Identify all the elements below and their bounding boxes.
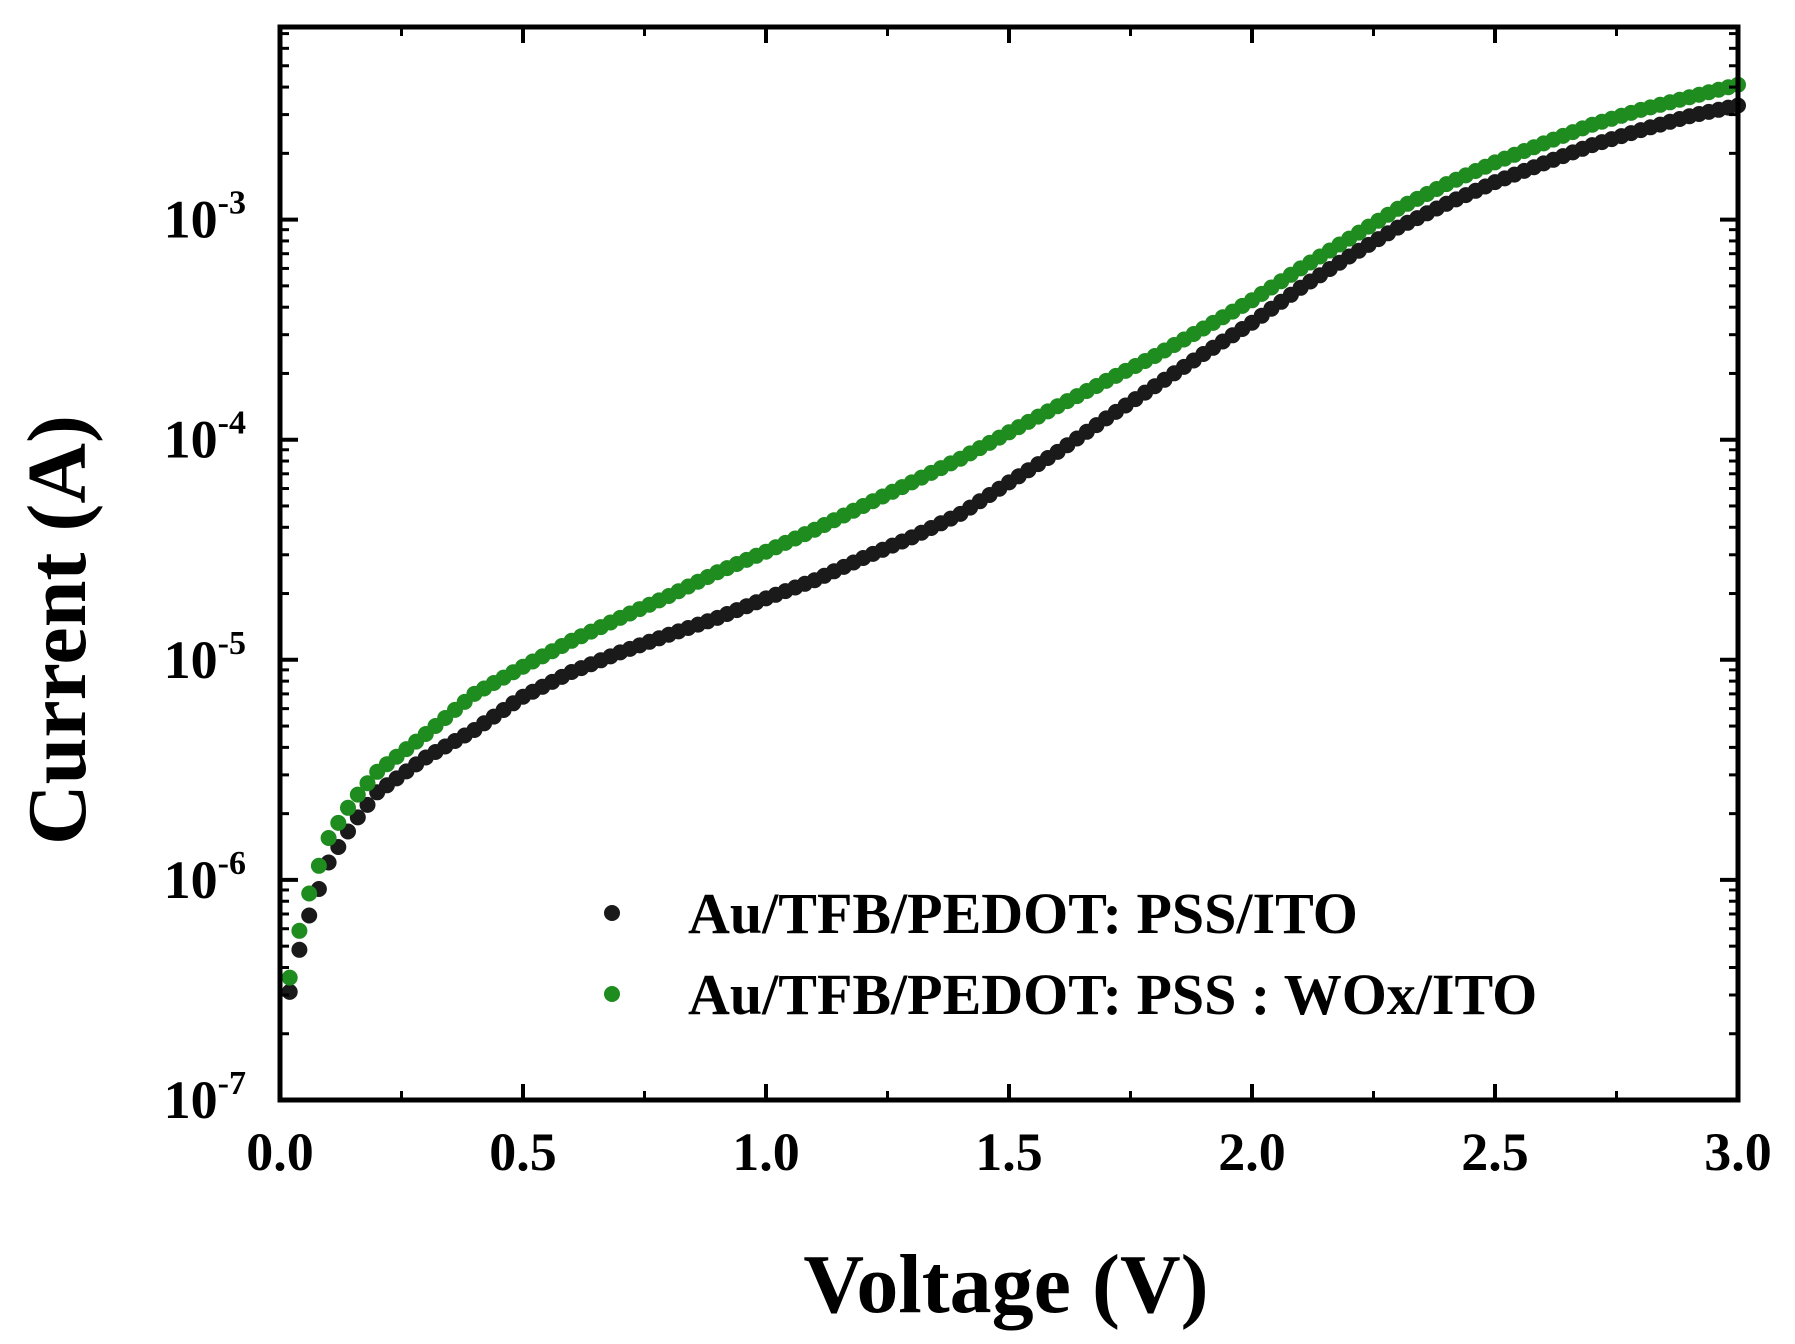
axes: 0.0 0.5 1.0 1.5 2.0 2.5 3.0 10-7 10-6 10-5 10-4 10-… (164, 24, 1772, 1182)
y-tick-label: 10-7 (164, 1065, 246, 1130)
legend-marker-series-0 (604, 905, 620, 921)
legend-marker-series-1 (604, 986, 620, 1002)
data-point-series-0 (291, 941, 308, 958)
x-axis-title: Voltage (V) (803, 1238, 1208, 1331)
data-point-series-1 (301, 885, 318, 902)
x-tick-label: 3.0 (1704, 1122, 1772, 1182)
data-point-series-1 (281, 969, 298, 986)
data-point-series-1 (320, 830, 337, 846)
data-point-series-0 (301, 907, 318, 924)
x-tick-label: 0.5 (489, 1122, 557, 1182)
data-point-series-0 (281, 983, 298, 1000)
data-point-series-1 (330, 814, 347, 831)
x-tick-label: 2.0 (1218, 1122, 1286, 1182)
legend: Au/TFB/PEDOT: PSS/ITO Au/TFB/PEDOT: PSS … (604, 881, 1537, 1027)
x-tick-label: 0.0 (246, 1122, 314, 1182)
y-tick-label: 10-3 (164, 185, 246, 250)
data-point-series-1 (359, 775, 376, 792)
data-point-series-1 (291, 922, 308, 939)
data-point-series-1 (349, 786, 366, 803)
data-point-series-0 (359, 796, 376, 813)
x-tick-label: 2.5 (1461, 1122, 1529, 1182)
data-markers (281, 76, 1746, 1000)
x-tick-label: 1.0 (732, 1122, 800, 1182)
legend-label-series-1: Au/TFB/PEDOT: PSS : WOx/ITO (688, 962, 1537, 1027)
x-tick-label: 1.5 (975, 1122, 1043, 1182)
y-tick-label: 10-5 (164, 625, 246, 690)
data-point-series-0 (349, 809, 366, 826)
legend-label-series-0: Au/TFB/PEDOT: PSS/ITO (688, 881, 1358, 946)
y-tick-label: 10-4 (164, 405, 246, 470)
y-tick-label: 10-6 (164, 845, 246, 910)
y-axis-title: Current (A) (11, 415, 104, 845)
data-point-series-1 (340, 799, 356, 816)
data-point-series-1 (310, 857, 327, 874)
